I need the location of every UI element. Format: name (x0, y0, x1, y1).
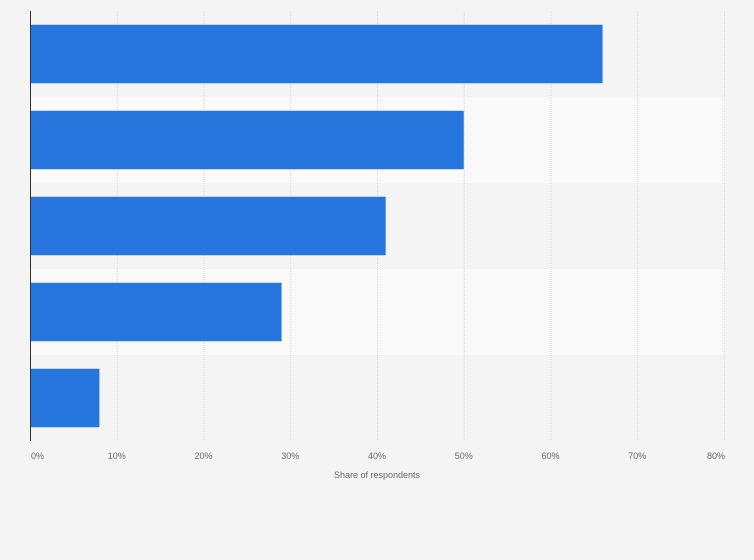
x-tick-label: 10% (108, 451, 126, 461)
x-tick-label: 50% (455, 451, 473, 461)
x-tick-label: 30% (281, 451, 299, 461)
bar (30, 24, 603, 84)
x-tick-label: 70% (628, 451, 646, 461)
bars (30, 24, 603, 428)
x-tick-label: 60% (541, 451, 559, 461)
x-tick-labels: 0% 10% 20% 30% 40% 50% 60% 70% 80% (31, 451, 725, 461)
x-tick-label: 80% (707, 451, 725, 461)
bar (30, 110, 464, 170)
bar (30, 196, 386, 256)
x-tick-label: 0% (31, 451, 44, 461)
bar (30, 368, 100, 428)
x-tick-label: 20% (194, 451, 212, 461)
x-tick-label: 40% (368, 451, 386, 461)
bar (30, 282, 282, 342)
x-axis-title: Share of respondents (334, 470, 421, 480)
